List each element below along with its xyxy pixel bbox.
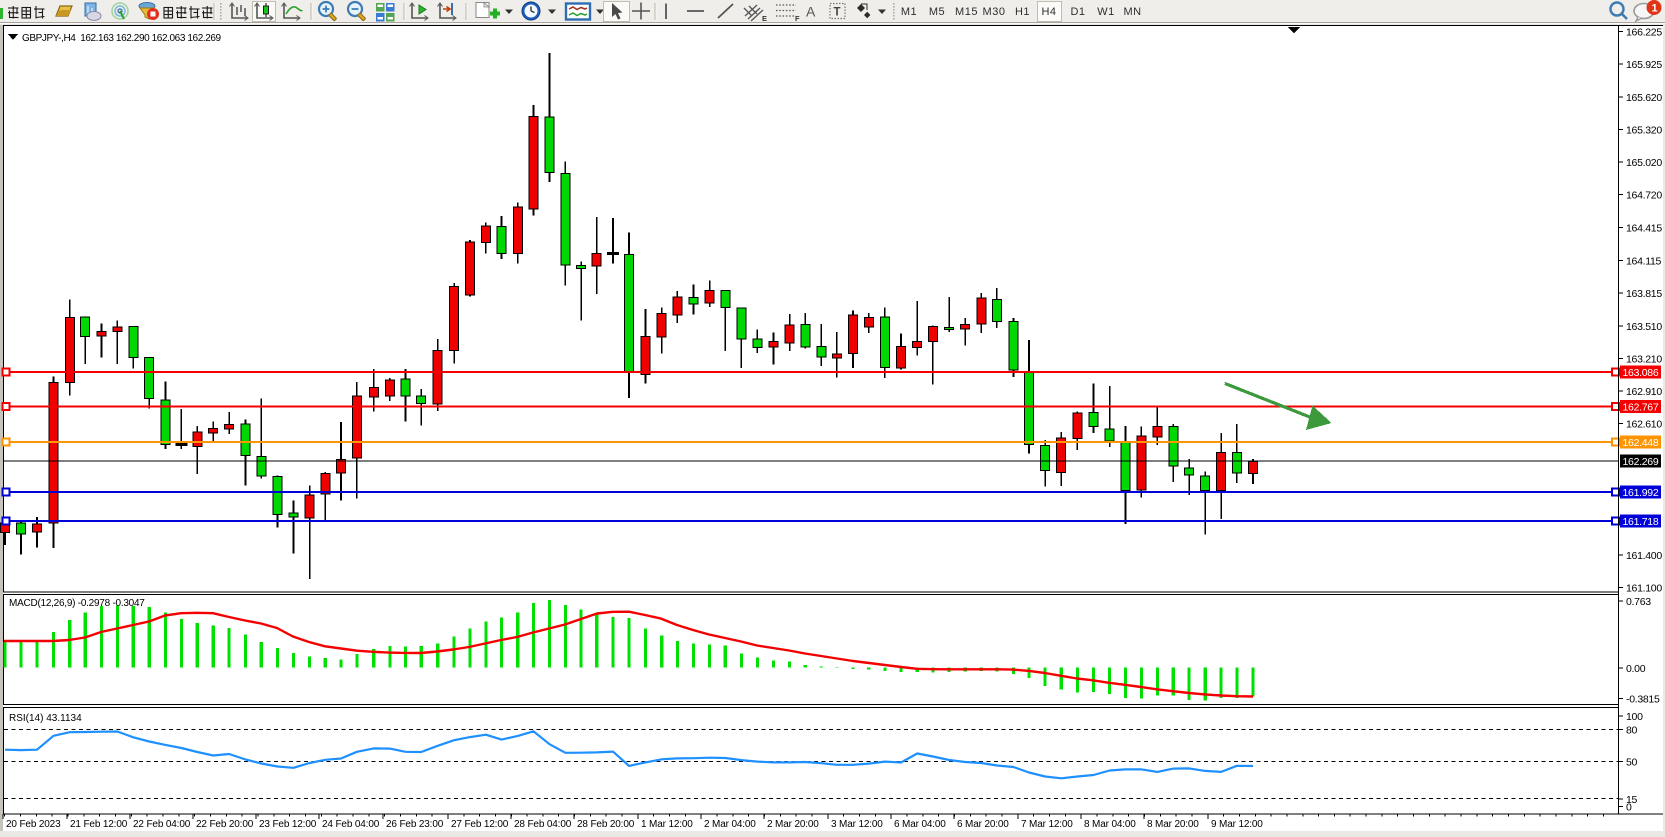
svg-text:M1: M1	[901, 6, 917, 18]
svg-text:165.620: 165.620	[1626, 92, 1662, 104]
svg-text:MACD(12,26,9) -0.2978 -0.3047: MACD(12,26,9) -0.2978 -0.3047	[9, 598, 145, 609]
svg-text:9 Mar 12:00: 9 Mar 12:00	[1211, 819, 1263, 830]
svg-text:MN: MN	[1123, 6, 1141, 18]
svg-text:163.510: 163.510	[1626, 321, 1662, 333]
svg-text:50: 50	[1626, 757, 1638, 769]
svg-text:163.210: 163.210	[1626, 354, 1662, 366]
svg-text:7 Mar 12:00: 7 Mar 12:00	[1021, 819, 1073, 830]
svg-text:M5: M5	[929, 6, 945, 18]
svg-text:8 Mar 20:00: 8 Mar 20:00	[1147, 819, 1199, 830]
svg-text:165.925: 165.925	[1626, 59, 1662, 71]
svg-text:28 Feb 20:00: 28 Feb 20:00	[577, 819, 635, 830]
svg-text:161.400: 161.400	[1626, 550, 1662, 562]
svg-text:2 Mar 04:00: 2 Mar 04:00	[704, 819, 756, 830]
svg-text:M30: M30	[983, 6, 1006, 18]
svg-text:0.763: 0.763	[1626, 596, 1651, 608]
svg-text:15: 15	[1626, 794, 1638, 806]
svg-text:D1: D1	[1070, 6, 1085, 18]
svg-text:GBPJPY-,H4 162.163 162.290 16: GBPJPY-,H4 162.163 162.290 162.063 162.2…	[22, 33, 222, 44]
svg-text:1: 1	[1652, 3, 1658, 15]
svg-text:162.269: 162.269	[1623, 456, 1659, 468]
svg-text:23 Feb 12:00: 23 Feb 12:00	[259, 819, 317, 830]
svg-text:163.815: 163.815	[1626, 288, 1662, 300]
svg-text:T: T	[834, 7, 841, 19]
svg-text:165.020: 165.020	[1626, 157, 1662, 169]
svg-text:1 Mar 12:00: 1 Mar 12:00	[641, 819, 693, 830]
svg-text:27 Feb 12:00: 27 Feb 12:00	[451, 819, 509, 830]
svg-text:164.415: 164.415	[1626, 223, 1662, 235]
svg-text:RSI(14) 43.1134: RSI(14) 43.1134	[9, 713, 82, 724]
svg-text:161.100: 161.100	[1626, 583, 1662, 595]
svg-text:26 Feb 23:00: 26 Feb 23:00	[386, 819, 444, 830]
svg-text:20 Feb 2023: 20 Feb 2023	[6, 819, 61, 830]
svg-text:22 Feb 04:00: 22 Feb 04:00	[133, 819, 191, 830]
svg-text:H4: H4	[1041, 6, 1056, 18]
svg-text:162.910: 162.910	[1626, 386, 1662, 398]
svg-text:A: A	[806, 4, 816, 20]
svg-text:F: F	[795, 14, 800, 23]
svg-text:100: 100	[1626, 711, 1643, 723]
svg-text:165.320: 165.320	[1626, 125, 1662, 137]
svg-text:-0.3815: -0.3815	[1626, 694, 1660, 706]
svg-text:21 Feb 12:00: 21 Feb 12:00	[70, 819, 128, 830]
svg-text:6 Mar 20:00: 6 Mar 20:00	[957, 819, 1009, 830]
svg-text:80: 80	[1626, 725, 1638, 737]
svg-text:0.00: 0.00	[1626, 663, 1646, 675]
svg-text:2 Mar 20:00: 2 Mar 20:00	[767, 819, 819, 830]
svg-text:3 Mar 12:00: 3 Mar 12:00	[831, 819, 883, 830]
svg-text:161.992: 161.992	[1623, 487, 1659, 499]
svg-text:24 Feb 04:00: 24 Feb 04:00	[322, 819, 380, 830]
svg-text:163.086: 163.086	[1623, 367, 1659, 379]
svg-text:162.610: 162.610	[1626, 419, 1662, 431]
svg-text:0: 0	[1626, 802, 1632, 814]
svg-text:8 Mar 04:00: 8 Mar 04:00	[1084, 819, 1136, 830]
svg-text:W1: W1	[1097, 6, 1115, 18]
svg-text:161.718: 161.718	[1623, 516, 1659, 528]
svg-text:162.767: 162.767	[1623, 402, 1659, 414]
svg-text:6 Mar 04:00: 6 Mar 04:00	[894, 819, 946, 830]
svg-text:164.115: 164.115	[1626, 255, 1662, 267]
svg-text:164.720: 164.720	[1626, 190, 1662, 202]
svg-text:28 Feb 04:00: 28 Feb 04:00	[514, 819, 572, 830]
svg-text:H1: H1	[1015, 6, 1030, 18]
svg-text:E: E	[762, 14, 767, 23]
svg-text:M15: M15	[955, 6, 978, 18]
svg-text:166.225: 166.225	[1626, 26, 1662, 38]
svg-text:22 Feb 20:00: 22 Feb 20:00	[196, 819, 254, 830]
svg-text:162.448: 162.448	[1623, 437, 1659, 449]
